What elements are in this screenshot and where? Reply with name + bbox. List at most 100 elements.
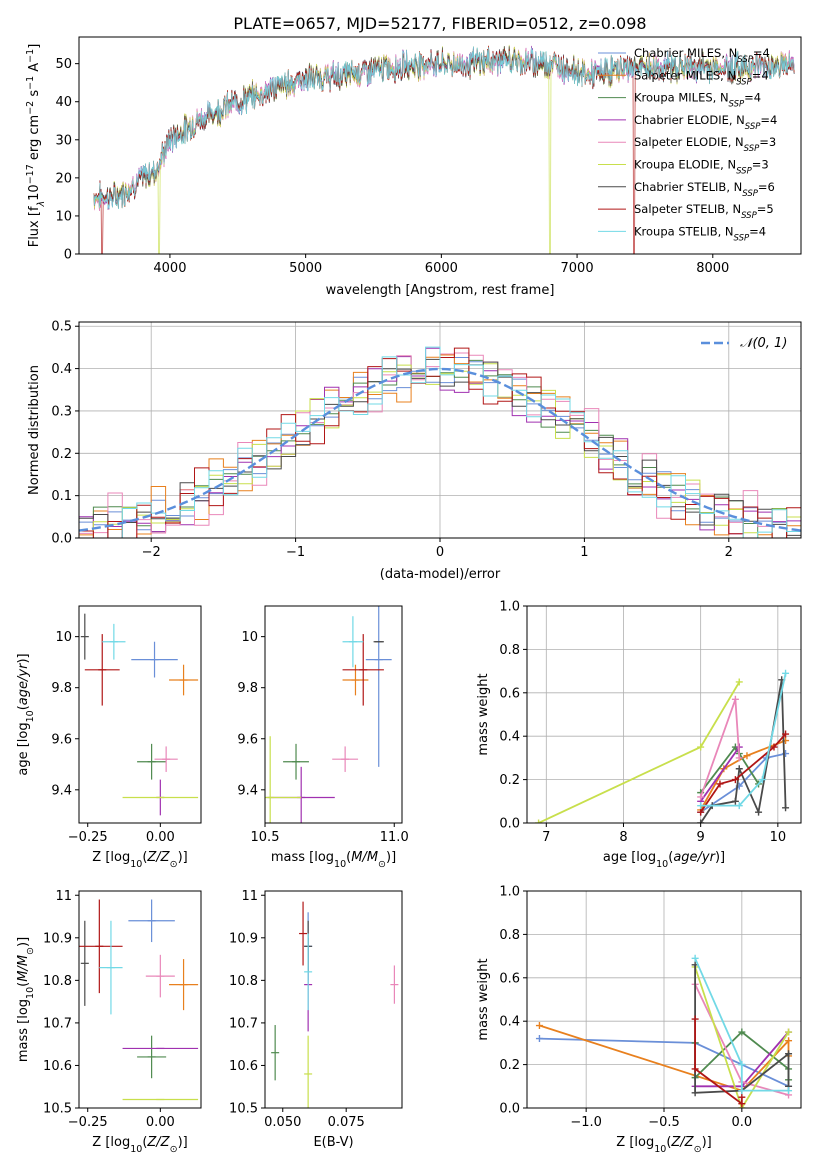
error-bar-point	[271, 1025, 280, 1081]
plus-marker	[691, 1065, 699, 1073]
error-bar-point	[332, 746, 359, 772]
plus-marker	[735, 678, 743, 686]
y-tick-label: 10.8	[43, 974, 72, 989]
error-bar-point	[80, 613, 89, 660]
legend-entry: Salpeter MILES, NSSP=4	[634, 68, 769, 87]
x-tick-label: 7000	[561, 261, 594, 276]
mass-metallicity-x-label: Z [log10(Z/Z⊙)]	[92, 1135, 187, 1155]
error-bar-point	[390, 965, 399, 1004]
mass-extinction-x-label: E(B-V)	[313, 1135, 353, 1150]
error-bar-point	[102, 623, 126, 660]
x-tick-label: 10.5	[251, 830, 280, 845]
spectrum-frame	[78, 36, 802, 255]
y-tick-label: 0.2	[499, 1058, 520, 1073]
plus-marker	[731, 797, 739, 805]
y-tick-label: 0.0	[499, 817, 520, 832]
histogram-series-step	[79, 346, 801, 538]
mass-weight-vs-age-plot-area	[527, 606, 801, 823]
mass-vs-extinction-panel: 0.050 0.075 10.5 10.6 10.7 10.8 10.9 11 E(B-V)	[229, 889, 403, 1150]
y-tick-label: 0.8	[499, 643, 520, 658]
x-tick-label: −1	[286, 545, 305, 560]
y-tick-label: 0.5	[51, 320, 72, 335]
histogram-y-label: Normed distribution	[27, 365, 42, 495]
x-tick-label: 8	[619, 830, 627, 845]
y-tick-label: 0.4	[499, 730, 520, 745]
plus-marker	[735, 765, 743, 773]
mass-weight-vs-metallicity-panel: −1.0 −0.5 0.0 0.0 0.2 0.4 0.6 0.8 1.0 mass weight…	[476, 885, 802, 1155]
y-tick-label: 10.9	[43, 931, 72, 946]
y-tick-label: 11	[55, 889, 72, 904]
y-tick-label: 0.3	[51, 404, 72, 419]
y-tick-label: 0.2	[499, 773, 520, 788]
y-tick-label: 10.5	[43, 1102, 72, 1117]
plus-marker	[738, 1028, 746, 1036]
y-tick-label: 9.6	[237, 732, 258, 747]
mass-weight-series-line	[539, 1024, 790, 1092]
x-tick-label: 0.00	[146, 1115, 175, 1130]
error-bar-point	[131, 641, 178, 678]
plus-marker	[691, 1015, 699, 1023]
age-vs-mass-plot-area	[265, 606, 392, 823]
error-bar-point	[342, 616, 364, 668]
mass-weight-vs-age-y-label: mass weight	[476, 673, 491, 755]
y-tick-label: 0	[64, 248, 72, 263]
x-tick-label: 0.050	[264, 1115, 301, 1130]
x-tick-label: 10	[770, 830, 787, 845]
mass-vs-metallicity-panel: −0.25 0.00 10.5 10.6 10.7 10.8 10.9 11 Z [log10(…	[16, 889, 202, 1155]
y-tick-label: 10.5	[229, 1102, 258, 1117]
x-tick-label: 11.0	[380, 830, 409, 845]
y-tick-label: 9.6	[51, 732, 72, 747]
y-tick-label: 10	[241, 630, 258, 645]
y-tick-label: 0.1	[51, 489, 72, 504]
age-vs-mass-frame	[264, 605, 403, 824]
mass-weight-series-line	[699, 746, 741, 802]
x-tick-label: 0.075	[328, 1115, 365, 1130]
plus-marker	[697, 802, 705, 810]
mass-weight-series-line	[538, 681, 741, 823]
y-tick-label: 9.4	[51, 783, 72, 798]
x-tick-label: 0.0	[731, 1115, 752, 1130]
y-tick-label: 10.6	[43, 1059, 72, 1074]
legend-entry: Chabrier STELIB, NSSP=6	[634, 180, 775, 199]
mass-weight-series-line	[700, 752, 786, 813]
y-tick-label: 10.9	[229, 931, 258, 946]
plus-marker	[535, 1022, 543, 1030]
residual-histogram-panel: 𝒩(0, 1) −2 −1 0 1 2 0.0 0.1 0.2 0.3 0.4 0.5 (data-mo…	[27, 320, 802, 582]
histogram-legend: 𝒩(0, 1)	[701, 336, 787, 351]
mass-weight-series-line	[694, 966, 790, 1108]
x-tick-label: 1	[580, 545, 588, 560]
x-tick-label: −0.25	[68, 830, 108, 845]
spectrum-series-line	[93, 46, 795, 210]
y-tick-label: 40	[55, 95, 72, 110]
y-tick-label: 10.6	[229, 1059, 258, 1074]
x-tick-label: 7	[542, 830, 550, 845]
plus-marker	[743, 752, 751, 760]
mass-vs-extinction-plot-area	[271, 901, 399, 1108]
mass-weight-series-line	[694, 957, 789, 1092]
histogram-x-label: (data-model)/error	[380, 567, 501, 582]
plus-marker	[738, 1087, 746, 1095]
error-bar-point	[137, 1035, 167, 1079]
weight-age-x-label: age [log10(age/yr)]	[603, 850, 725, 870]
y-tick-label: 0.6	[499, 686, 520, 701]
error-bar-point	[342, 634, 384, 706]
y-tick-label: 0.2	[51, 447, 72, 462]
age-metallicity-x-label: Z [log10(Z/Z⊙)]	[92, 850, 187, 870]
x-tick-label: 2	[725, 545, 733, 560]
plus-marker	[782, 730, 790, 738]
plus-marker	[731, 776, 739, 784]
plus-marker	[691, 1089, 699, 1097]
plus-marker	[758, 776, 766, 784]
y-tick-label: 20	[55, 171, 72, 186]
x-tick-label: −2	[142, 545, 161, 560]
legend-entry: Kroupa MILES, NSSP=4	[634, 91, 761, 110]
histogram-series-step	[79, 347, 801, 538]
weight-metallicity-x-label: Z [log10(Z/Z⊙)]	[616, 1135, 711, 1155]
x-tick-label: −0.25	[68, 1115, 108, 1130]
error-bar-point	[79, 899, 123, 994]
x-tick-label: 9	[697, 830, 705, 845]
mass-weight-vs-metallicity-plot-area	[527, 891, 801, 1108]
y-tick-label: 1.0	[499, 885, 520, 900]
plus-marker	[755, 808, 763, 816]
y-tick-label: 0.6	[499, 971, 520, 986]
